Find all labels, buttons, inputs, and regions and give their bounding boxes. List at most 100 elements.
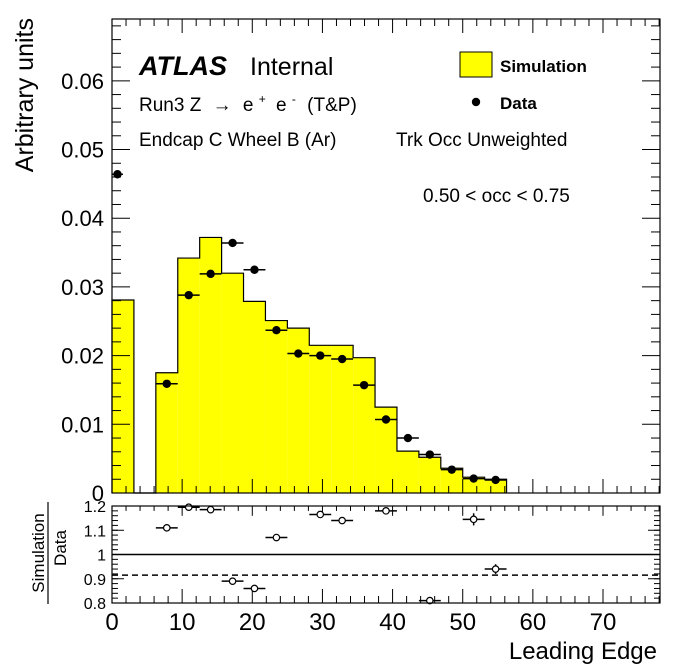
data-point	[403, 433, 413, 443]
simulation-bar	[287, 328, 310, 493]
simulation-bar	[462, 477, 485, 493]
data-point	[250, 265, 259, 274]
x-tick-label: 30	[309, 609, 336, 636]
y-tick-label: 0.02	[61, 344, 104, 369]
ratio-point	[338, 516, 346, 525]
weighting-label: Trk Occ Unweighted	[396, 130, 567, 151]
process-prefix: Run3 Z	[139, 95, 202, 116]
simulation-bar	[221, 273, 244, 493]
simulation-histogram	[111, 236, 508, 494]
y-tick-label: 0.03	[61, 275, 104, 300]
simulation-bar	[177, 258, 200, 493]
ratio-point	[382, 507, 390, 515]
ratio-panel: 0.8 0.9 1 1.1 1.2 0 10 20 30 40 50 60 70 Simulation…	[29, 499, 661, 665]
arrow-symbol: →	[213, 95, 232, 116]
simulation-bar	[396, 451, 419, 493]
ratio-point	[206, 505, 215, 514]
simulation-bar	[155, 372, 178, 493]
x-tick-label: 20	[239, 609, 266, 636]
data-point	[228, 238, 237, 248]
particle-e-plus-charge: +	[259, 92, 266, 106]
simulation-bar	[331, 345, 354, 493]
legend-data-marker	[471, 97, 481, 107]
ratio-point	[426, 596, 434, 605]
x-tick-label: 50	[449, 609, 476, 636]
simulation-bar	[418, 457, 441, 493]
main-x-axis-ticks	[111, 19, 660, 493]
y-axis-title: Arbitrary units	[11, 18, 39, 172]
simulation-outline	[111, 236, 508, 494]
x-tick-label: 40	[379, 609, 406, 636]
y-tick-label: 0.05	[61, 138, 104, 163]
y-tick-label: 0.04	[61, 206, 104, 231]
data-point	[272, 325, 281, 335]
ratio-y-tick-label: 1	[97, 548, 106, 565]
simulation-bar	[440, 468, 463, 493]
x-tick-label: 70	[590, 609, 617, 636]
main-y-axis: 0 0.01 0.02 0.03 0.04 0.05 0.06	[61, 25, 660, 506]
x-tick-label: 60	[520, 609, 547, 636]
ratio-ylabel-denominator: Data	[51, 530, 70, 566]
atlas-label: ATLAS	[138, 51, 227, 81]
main-panel: 0 0.01 0.02 0.03 0.04 0.05 0.06 Arbitrary unit…	[11, 18, 661, 506]
simulation-bar	[265, 320, 288, 493]
legend-simulation-swatch	[459, 51, 493, 78]
particle-e-minus-charge: -	[292, 92, 296, 106]
ratio-y-axis: 0.8 0.9 1 1.1 1.2	[84, 499, 660, 613]
data-point	[491, 475, 500, 485]
particle-e-plus: e	[243, 95, 254, 116]
x-axis: 0 10 20 30 40 50 60 70	[105, 506, 660, 636]
ratio-point	[228, 577, 237, 585]
y-tick-label: 0	[92, 481, 104, 506]
occupancy-range-label: 0.50 < occ < 0.75	[423, 186, 570, 207]
ratio-point	[162, 524, 171, 532]
data-point	[316, 351, 325, 360]
ratio-y-tick-label: 0.9	[84, 572, 106, 589]
simulation-bar	[112, 299, 134, 493]
ratio-point	[491, 565, 500, 573]
data-point	[425, 450, 435, 459]
simulation-bar	[484, 479, 507, 493]
data-point	[381, 415, 391, 424]
simulation-bar	[375, 407, 397, 493]
ratio-ylabel-numerator: Simulation	[29, 513, 48, 592]
data-point	[359, 380, 369, 390]
legend: Simulation Data	[459, 51, 587, 113]
legend-data-label: Data	[500, 94, 537, 113]
particle-e-minus: e	[276, 95, 287, 116]
x-tick-label: 0	[105, 609, 118, 636]
x-tick-label: 10	[169, 609, 196, 636]
status-label: Internal	[250, 53, 333, 81]
data-points	[112, 170, 507, 485]
simulation-bar	[353, 357, 376, 493]
region-label: Endcap C Wheel B (Ar)	[139, 130, 336, 151]
simulation-bar	[199, 237, 222, 493]
process-suffix: (T&P)	[307, 95, 357, 116]
ratio-y-tick-label: 0.8	[84, 596, 106, 613]
ratio-point	[250, 584, 259, 593]
y-tick-label: 0.06	[61, 69, 104, 94]
ratio-point	[316, 510, 325, 519]
data-point	[469, 474, 478, 483]
simulation-bar	[243, 301, 266, 493]
data-point	[184, 290, 193, 300]
ratio-plot-frame	[111, 505, 661, 604]
data-point	[447, 465, 456, 474]
ratio-point	[184, 503, 193, 512]
process-label: Run3 Z → e + e - (T&P)	[139, 87, 357, 116]
data-point	[294, 349, 303, 358]
x-axis-title: Leading Edge	[509, 638, 657, 665]
data-point	[206, 269, 215, 279]
data-point	[337, 354, 347, 364]
data-point	[113, 170, 122, 179]
ratio-points	[155, 503, 507, 605]
y-tick-label: 0.01	[61, 412, 104, 437]
ratio-y-tick-label: 1.2	[84, 499, 106, 516]
ratio-y-tick-label: 1.1	[84, 523, 106, 540]
ratio-point	[469, 515, 478, 524]
main-plot-frame	[111, 18, 661, 494]
legend-simulation-label: Simulation	[500, 57, 587, 76]
data-point	[162, 379, 171, 388]
ratio-point	[272, 533, 281, 542]
